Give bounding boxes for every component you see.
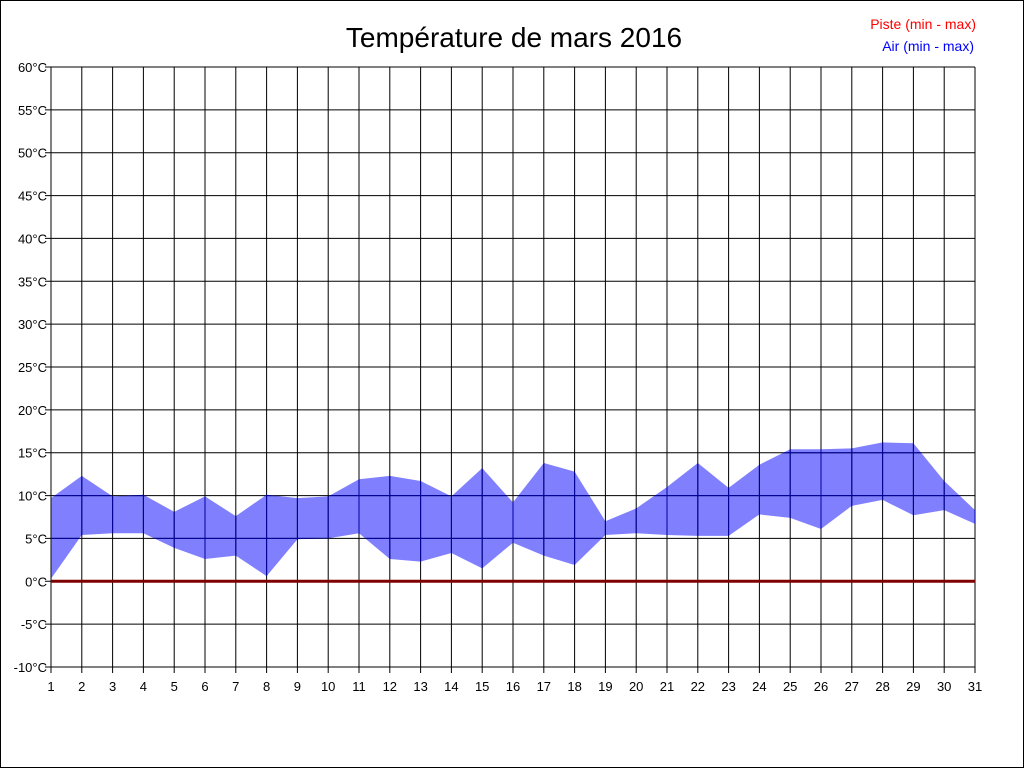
x-tick-label: 19 [598, 679, 612, 694]
y-tick-label: 55°C [18, 103, 47, 118]
y-tick-label: 20°C [18, 403, 47, 418]
x-tick-label: 31 [968, 679, 982, 694]
x-tick-label: 7 [232, 679, 239, 694]
x-tick-label: 11 [352, 679, 366, 694]
x-tick-label: 24 [752, 679, 766, 694]
y-tick-label: 40°C [18, 231, 47, 246]
x-tick-label: 17 [537, 679, 551, 694]
x-tick-label: 21 [660, 679, 674, 694]
x-tick-label: 28 [875, 679, 889, 694]
x-tick-label: 25 [783, 679, 797, 694]
x-tick-label: 16 [506, 679, 520, 694]
x-tick-label: 4 [140, 679, 147, 694]
x-tick-label: 29 [906, 679, 920, 694]
y-tick-label: 35°C [18, 274, 47, 289]
x-tick-label: 13 [413, 679, 427, 694]
x-tick-label: 22 [691, 679, 705, 694]
y-tick-label: 50°C [18, 146, 47, 161]
x-tick-label: 18 [567, 679, 581, 694]
chart-title: Température de mars 2016 [346, 22, 682, 53]
y-tick-label: 15°C [18, 446, 47, 461]
x-tick-label: 10 [321, 679, 335, 694]
x-tick-label: 8 [263, 679, 270, 694]
x-tick-label: 6 [201, 679, 208, 694]
x-tick-label: 2 [78, 679, 85, 694]
legend-piste: Piste (min - max) [870, 16, 976, 32]
y-tick-label: -10°C [14, 660, 47, 675]
y-tick-label: 5°C [25, 531, 47, 546]
y-tick-label: 0°C [25, 574, 47, 589]
y-tick-label: 25°C [18, 360, 47, 375]
x-tick-label: 9 [294, 679, 301, 694]
x-tick-label: 23 [721, 679, 735, 694]
y-tick-label: -5°C [21, 617, 47, 632]
y-tick-label: 60°C [18, 60, 47, 75]
x-tick-label: 1 [47, 679, 54, 694]
legend-air: Air (min - max) [882, 38, 974, 54]
x-tick-label: 27 [845, 679, 859, 694]
x-tick-label: 14 [444, 679, 458, 694]
x-tick-label: 20 [629, 679, 643, 694]
x-tick-label: 12 [383, 679, 397, 694]
x-tick-label: 15 [475, 679, 489, 694]
x-tick-label: 30 [937, 679, 951, 694]
x-tick-label: 5 [171, 679, 178, 694]
x-tick-label: 26 [814, 679, 828, 694]
y-tick-label: 45°C [18, 189, 47, 204]
y-tick-label: 10°C [18, 489, 47, 504]
y-tick-label: 30°C [18, 317, 47, 332]
x-tick-label: 3 [109, 679, 116, 694]
